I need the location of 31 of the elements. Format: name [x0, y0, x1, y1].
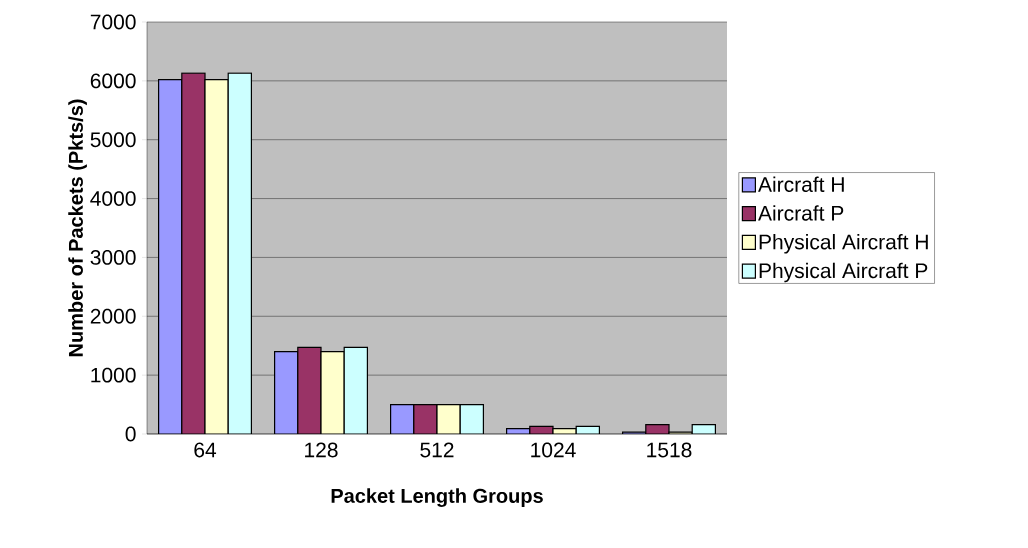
- legend-label: Physical Aircraft P: [759, 262, 928, 283]
- x-tick-label: 1024: [531, 442, 576, 458]
- x-tick-label: 1518: [647, 442, 692, 458]
- bar: [181, 73, 206, 434]
- bar: [158, 79, 182, 434]
- bar: [274, 351, 298, 434]
- bar: [437, 404, 461, 434]
- x-tick-label: 64: [194, 442, 217, 458]
- x-tick-label: 512: [420, 442, 454, 458]
- legend-label: Aircraft P: [758, 205, 844, 221]
- bar: [460, 404, 484, 434]
- y-tick-label: 1000: [91, 367, 136, 383]
- bar: [297, 347, 321, 434]
- y-tick-label: 0: [125, 426, 136, 442]
- y-tick-label: 2000: [90, 308, 136, 324]
- y-tick-label: 3000: [90, 249, 136, 265]
- y-tick-label: 4000: [90, 191, 136, 206]
- legend-label: Aircraft H: [758, 176, 844, 192]
- x-tick-label: 128: [305, 442, 338, 458]
- bar: [321, 351, 345, 434]
- y-tick-label: 7000: [90, 14, 136, 30]
- y-tick-label: 6000: [90, 73, 136, 89]
- bar: [344, 347, 368, 434]
- y-tick-label: 5000: [90, 132, 136, 148]
- y-axis-title: Number of Packets (Pkts/s): [68, 99, 87, 357]
- x-axis-title: Packet Length Groups: [331, 488, 543, 507]
- bar: [205, 79, 229, 434]
- bar: [390, 404, 414, 434]
- legend-label: Physical Aircraft H: [759, 234, 928, 254]
- bar: [413, 404, 438, 434]
- bar: [228, 73, 252, 434]
